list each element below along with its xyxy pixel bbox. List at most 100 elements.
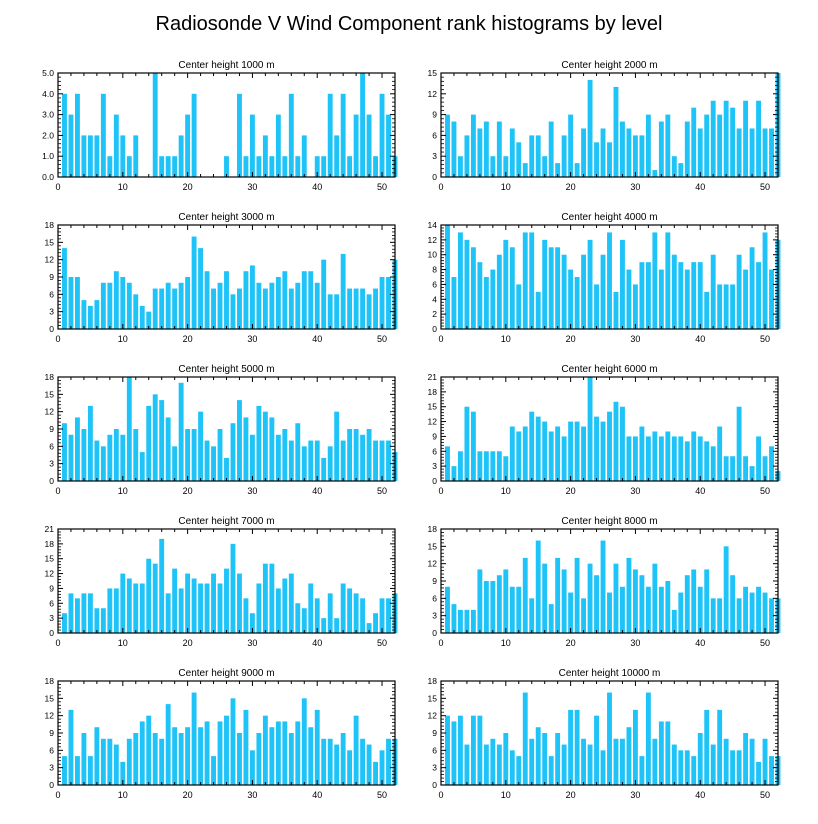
histogram-bar bbox=[75, 598, 80, 633]
histogram-bar bbox=[191, 93, 197, 177]
histogram-bar bbox=[120, 761, 126, 785]
x-tick-label: 50 bbox=[760, 486, 770, 496]
histogram-bar bbox=[587, 239, 593, 329]
histogram-bar bbox=[678, 436, 684, 481]
x-tick-label: 50 bbox=[377, 638, 387, 648]
histogram-bar bbox=[470, 114, 476, 177]
histogram-bar bbox=[756, 100, 761, 177]
histogram-bar bbox=[723, 456, 729, 481]
y-tick-label: 6 bbox=[432, 745, 437, 755]
y-tick-label: 15 bbox=[428, 541, 438, 551]
x-tick-label: 30 bbox=[630, 182, 640, 192]
histogram-bar bbox=[327, 294, 333, 329]
x-tick-label: 20 bbox=[566, 182, 576, 192]
histogram-bar bbox=[620, 121, 625, 177]
histogram-bar bbox=[691, 262, 697, 329]
histogram-bar bbox=[665, 114, 671, 177]
histogram-bar bbox=[269, 156, 275, 177]
histogram-bar bbox=[133, 583, 139, 633]
panel-title: Center height 3000 m bbox=[178, 212, 274, 223]
histogram-bar bbox=[288, 288, 294, 329]
histogram-bar bbox=[295, 603, 301, 633]
histogram-bar bbox=[373, 761, 378, 785]
histogram-bar bbox=[652, 738, 658, 785]
y-tick-label: 8 bbox=[432, 265, 437, 275]
histogram-bar bbox=[211, 756, 216, 785]
y-tick-label: 21 bbox=[428, 372, 438, 382]
histogram-bar bbox=[62, 93, 67, 177]
histogram-bar bbox=[185, 727, 191, 785]
histogram-bar bbox=[100, 282, 106, 329]
histogram-bar bbox=[632, 436, 638, 481]
y-tick-label: 0 bbox=[49, 324, 54, 334]
histogram-bar bbox=[639, 575, 645, 633]
histogram-bar bbox=[262, 715, 268, 785]
histogram-bar bbox=[172, 446, 178, 481]
histogram-bar bbox=[594, 284, 599, 329]
histogram-bar bbox=[327, 93, 333, 177]
histogram-bar bbox=[172, 288, 178, 329]
histogram-bar bbox=[574, 277, 580, 329]
histogram-bar bbox=[152, 394, 158, 481]
histogram-bar bbox=[133, 733, 139, 785]
histogram-bar bbox=[451, 121, 457, 177]
histogram-bar bbox=[87, 756, 93, 785]
histogram-bar bbox=[159, 738, 165, 785]
histogram-bar bbox=[360, 288, 366, 329]
histogram-bar bbox=[87, 593, 93, 633]
y-tick-label: 3 bbox=[49, 763, 54, 773]
histogram-bar bbox=[756, 586, 761, 633]
x-tick-label: 20 bbox=[566, 486, 576, 496]
histogram-bar bbox=[275, 277, 281, 329]
histogram-bar bbox=[477, 569, 483, 633]
histogram-bar bbox=[347, 156, 353, 177]
histogram-bar bbox=[626, 436, 632, 481]
histogram-bar bbox=[224, 271, 229, 329]
histogram-bar bbox=[282, 271, 288, 329]
histogram-bar bbox=[684, 121, 690, 177]
histogram-bar bbox=[100, 738, 106, 785]
histogram-bar bbox=[723, 738, 729, 785]
histogram-bar bbox=[762, 738, 768, 785]
histogram-bar bbox=[81, 135, 87, 177]
histogram-bar bbox=[340, 253, 346, 329]
histogram-bar bbox=[496, 575, 502, 633]
histogram-bar bbox=[632, 569, 638, 633]
x-tick-label: 10 bbox=[118, 486, 128, 496]
histogram-bar bbox=[107, 156, 113, 177]
histogram-bar bbox=[314, 598, 320, 633]
histogram-bar bbox=[717, 709, 723, 785]
histogram-bar bbox=[678, 750, 684, 785]
histogram-bar bbox=[334, 744, 340, 785]
y-tick-label: 6 bbox=[432, 593, 437, 603]
y-tick-label: 15 bbox=[428, 402, 438, 412]
histogram-bar bbox=[756, 262, 761, 329]
y-tick-label: 14 bbox=[428, 220, 438, 230]
histogram-bar bbox=[204, 271, 210, 329]
histogram-bar bbox=[386, 738, 391, 785]
histogram-panel: Center height 3000 m 0 10 20 30 40 50 0 3 6 9 12 15 1… bbox=[45, 212, 398, 344]
histogram-bar bbox=[749, 247, 755, 329]
histogram-bar bbox=[678, 592, 684, 633]
histogram-bar bbox=[327, 738, 333, 785]
histogram-bar bbox=[710, 446, 716, 481]
x-tick-label: 0 bbox=[55, 790, 60, 800]
histogram-bar bbox=[684, 750, 690, 785]
histogram-bar bbox=[684, 575, 690, 633]
histogram-bar bbox=[503, 239, 509, 329]
histogram-bar bbox=[230, 698, 236, 785]
histogram-bar bbox=[198, 248, 204, 329]
histogram-bar bbox=[620, 239, 625, 329]
x-tick-label: 0 bbox=[438, 638, 443, 648]
histogram-bar bbox=[262, 288, 268, 329]
histogram-bar bbox=[353, 114, 359, 177]
histogram-bar bbox=[483, 451, 489, 481]
histogram-bar bbox=[288, 733, 294, 785]
histogram-bar bbox=[736, 750, 742, 785]
histogram-bar bbox=[613, 563, 619, 633]
histogram-bar bbox=[736, 598, 742, 633]
histogram-bar bbox=[120, 135, 126, 177]
histogram-bar bbox=[697, 128, 703, 177]
histogram-bar bbox=[607, 232, 612, 329]
histogram-bar bbox=[516, 431, 522, 481]
